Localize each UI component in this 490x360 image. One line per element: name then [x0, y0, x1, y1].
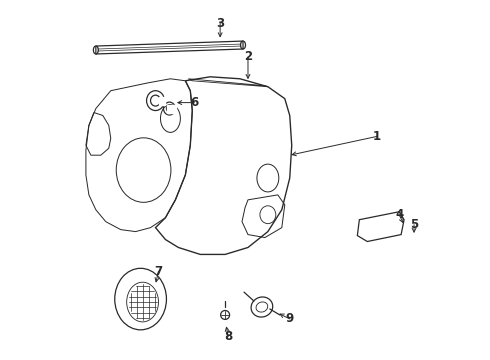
Text: 3: 3 [216, 17, 224, 30]
Polygon shape [168, 105, 176, 113]
Polygon shape [159, 96, 166, 105]
Text: 8: 8 [224, 330, 232, 343]
Text: 7: 7 [154, 265, 163, 278]
Text: 2: 2 [244, 50, 252, 63]
Text: 9: 9 [286, 312, 294, 325]
Text: 1: 1 [373, 130, 381, 143]
Text: 4: 4 [395, 208, 403, 221]
Text: 5: 5 [410, 218, 418, 231]
Text: 6: 6 [190, 96, 198, 109]
